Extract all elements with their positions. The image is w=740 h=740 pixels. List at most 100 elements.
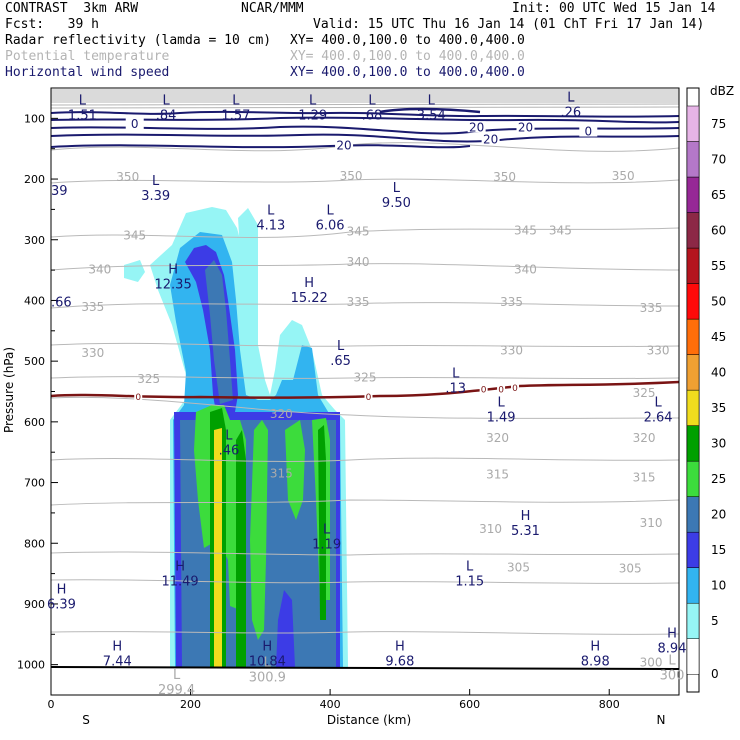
colorbar-label: 20 [711,507,726,521]
theta-label: 320 [486,431,509,445]
colorbar-label: 65 [711,188,726,202]
in-plot-labels: 350 350 350 350 345 345 345 345 340 340 340 335 335 3… [47,90,687,698]
extremum-letter: H [395,640,405,655]
org-label: NCAR/MMM [241,1,304,16]
theta-label: 350 [116,170,139,184]
wind-label-bg [579,125,598,137]
field-wind-xy: XY= 400.0,100.0 to 400.0,400.0 [290,65,525,80]
extremum-value: .46 [219,443,240,458]
extremum-value: 300.9 [249,670,286,685]
init-time: Init: 00 UTC Wed 15 Jan 14 [512,1,716,16]
theta-label: 325 [633,386,656,400]
extremum-letter: L [567,90,575,105]
extremum-value: 1.49 [487,411,516,426]
wind-speed-contours [51,107,679,149]
extremum-value: 9.68 [385,655,414,670]
colorbar-label: 75 [711,117,726,131]
extremum-value: 10.84 [249,655,286,670]
freezing-label: 0 [135,393,141,403]
colorbar-label: 35 [711,401,726,415]
freezing-label: 0 [481,385,487,395]
field-theta-xy: XY= 400.0,100.0 to 400.0,400.0 [290,49,525,64]
theta-label: 350 [340,169,363,183]
wind-label-bg [125,118,144,130]
theta-label: 315 [633,471,656,485]
wind-label: 0 [584,125,592,139]
freezing-label-bg [479,384,488,394]
theta-label: 350 [493,170,516,184]
colorbar-label: 60 [711,223,726,237]
extremum-value: 299.4 [158,683,195,698]
extremum-letter: L [466,560,474,575]
colorbar-swatch [686,460,700,497]
x-axis-title: Distance (km) [327,713,411,727]
extremum-value: 5.31 [511,524,540,539]
colorbar-swatch [686,389,700,426]
extremum-letter: L [264,655,272,670]
colorbar-label: 40 [711,365,726,379]
theta-label: 335 [81,300,104,314]
extremum-value: 2.64 [644,411,673,426]
extremum-letter: L [368,93,376,108]
x-tick-label-3: 600 [459,698,480,711]
wind-label: 20 [336,138,351,152]
colorbar-label: 30 [711,436,726,450]
y-tick-label-8: 900 [24,598,45,611]
extremum-value: 12.35 [155,278,192,293]
extremum-letter: L [337,339,345,354]
field-theta-name: Potential temperature [5,49,170,64]
extremum-letter: H [57,583,67,598]
theta-label: 330 [647,344,670,358]
colorbar-unit: dBZ [710,84,734,98]
edge-value: 39 [51,184,68,199]
theta-label: 305 [507,560,530,574]
colorbar-label: 10 [711,578,726,592]
colorbar-swatch [686,496,700,533]
extremum-value: 9.50 [382,196,411,211]
extremum-value: 6.39 [47,598,76,613]
colorbar-swatch [686,567,700,604]
colorbar-swatch [686,247,700,284]
y-tick-label-2: 300 [24,234,45,247]
extremum-letter: H [175,560,185,575]
extremum-value: 8.94 [658,641,687,656]
extremum-letter: L [428,93,436,108]
theta-label: 325 [137,372,160,386]
theta-label: 320 [633,431,656,445]
wind-label: 0 [131,117,139,131]
extremum-letter: L [668,654,676,669]
extremum-value: 3.54 [417,108,446,123]
theta-label: 340 [88,262,111,276]
wind-label: 20 [483,132,498,146]
extremum-value: 3.39 [141,189,170,204]
extremum-value: 1.19 [312,538,341,553]
forecast-hour: Fcst: 39 h [5,17,99,32]
reflectivity-fill [124,207,348,667]
theta-label: 350 [612,169,635,183]
extremum-letter: L [79,93,87,108]
theta-label: 345 [347,225,370,239]
plot-frame [50,87,680,696]
x-axis-start-label: S [82,713,90,727]
theta-label: 300 [640,656,663,670]
wind-label-bg [467,121,486,133]
colorbar-swatch [686,602,700,639]
theta-label: 330 [81,346,104,360]
extremum-letter: L [326,203,334,218]
theta-contours-upper [51,89,679,109]
edge-value: .66 [51,296,72,311]
valid-time: Valid: 15 UTC Thu 16 Jan 14 (01 ChT Fri … [313,17,705,32]
extremum-letter: L [232,93,240,108]
theta-label: 310 [640,516,663,530]
extremum-letter: L [323,523,331,538]
theta-label: 310 [479,522,502,536]
extremum-letter: H [304,276,314,291]
extremum-letter: L [452,367,460,382]
freezing-level [51,380,679,399]
extremum-value: 7.44 [103,655,132,670]
colorbar-swatch [686,283,700,320]
theta-label: 330 [500,344,523,358]
extremum-letter: H [112,640,122,655]
theta-label: 335 [640,301,663,315]
field-reflectivity-name: Radar reflectivity (lamda = 10 cm) [5,33,272,48]
